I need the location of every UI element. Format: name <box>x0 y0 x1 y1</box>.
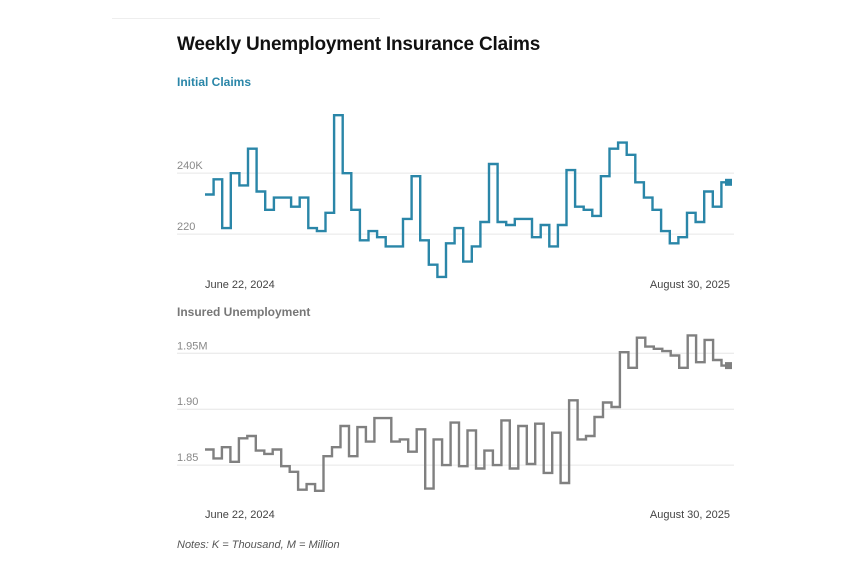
insured-unemployment-x-end-label: August 30, 2025 <box>650 509 730 521</box>
chart-notes: Notes: K = Thousand, M = Million <box>177 539 340 551</box>
initial-claims-x-start-label: June 22, 2024 <box>205 279 275 291</box>
top-rule <box>112 18 380 19</box>
initial-claims-series-line <box>205 114 730 279</box>
initial-claims-chart: 220 240K June 22, 2024 August 30, 2025 <box>177 114 734 291</box>
initial-claims-ytick-label: 240K <box>177 160 203 172</box>
initial-claims-heading: Initial Claims <box>177 75 252 89</box>
insured-unemployment-series-line <box>205 334 730 492</box>
insured-unemployment-ytick-label: 1.85 <box>177 452 198 464</box>
insured-unemployment-ytick-label: 1.90 <box>177 396 198 408</box>
initial-claims-last-value-marker <box>725 178 732 186</box>
insured-unemployment-last-value-marker <box>725 362 732 370</box>
initial-claims-ytick-label: 220 <box>177 221 195 233</box>
insured-unemployment-heading: Insured Unemployment <box>177 305 311 319</box>
insured-unemployment-x-start-label: June 22, 2024 <box>205 509 275 521</box>
chart-title: Weekly Unemployment Insurance Claims <box>177 34 541 55</box>
insured-unemployment-ytick-label: 1.95M <box>177 340 208 352</box>
initial-claims-x-end-label: August 30, 2025 <box>650 279 730 291</box>
